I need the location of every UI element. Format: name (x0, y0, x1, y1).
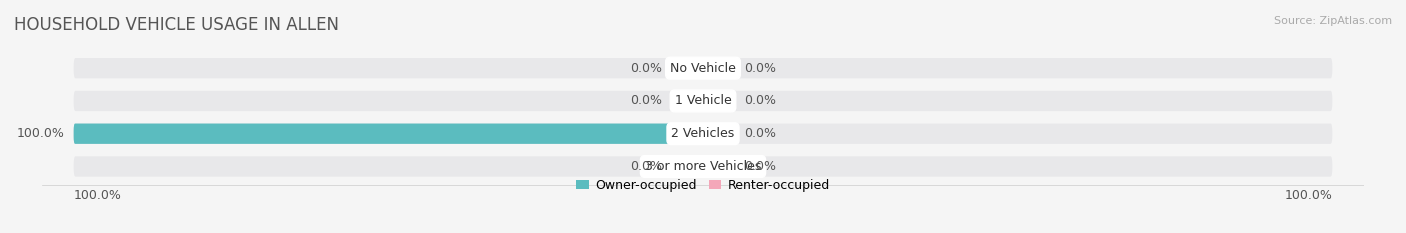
Text: 3 or more Vehicles: 3 or more Vehicles (645, 160, 761, 173)
FancyBboxPatch shape (73, 123, 703, 144)
FancyBboxPatch shape (73, 91, 1333, 111)
FancyBboxPatch shape (73, 58, 1333, 78)
Text: No Vehicle: No Vehicle (671, 62, 735, 75)
FancyBboxPatch shape (73, 156, 1333, 177)
Text: 100.0%: 100.0% (73, 189, 121, 202)
FancyBboxPatch shape (703, 58, 734, 78)
FancyBboxPatch shape (703, 123, 734, 144)
Text: 0.0%: 0.0% (744, 127, 776, 140)
Text: 100.0%: 100.0% (1285, 189, 1333, 202)
FancyBboxPatch shape (703, 91, 734, 111)
FancyBboxPatch shape (703, 156, 734, 177)
Text: 0.0%: 0.0% (630, 62, 662, 75)
Text: 1 Vehicle: 1 Vehicle (675, 94, 731, 107)
Text: 0.0%: 0.0% (630, 160, 662, 173)
Text: HOUSEHOLD VEHICLE USAGE IN ALLEN: HOUSEHOLD VEHICLE USAGE IN ALLEN (14, 16, 339, 34)
FancyBboxPatch shape (73, 123, 1333, 144)
Text: 0.0%: 0.0% (744, 160, 776, 173)
FancyBboxPatch shape (672, 58, 703, 78)
Text: 0.0%: 0.0% (744, 62, 776, 75)
Text: 0.0%: 0.0% (630, 94, 662, 107)
Text: 0.0%: 0.0% (744, 94, 776, 107)
Legend: Owner-occupied, Renter-occupied: Owner-occupied, Renter-occupied (571, 174, 835, 197)
Text: 100.0%: 100.0% (17, 127, 65, 140)
Text: Source: ZipAtlas.com: Source: ZipAtlas.com (1274, 16, 1392, 26)
Text: 2 Vehicles: 2 Vehicles (672, 127, 734, 140)
FancyBboxPatch shape (672, 156, 703, 177)
FancyBboxPatch shape (672, 91, 703, 111)
